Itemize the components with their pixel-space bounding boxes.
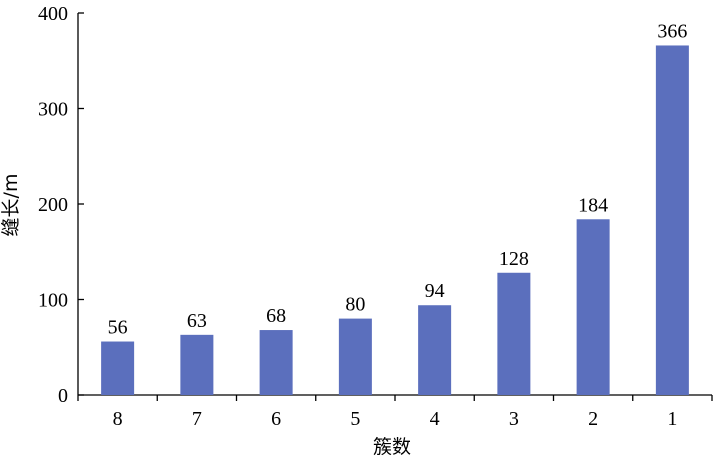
bar bbox=[418, 305, 452, 395]
y-tick-label: 300 bbox=[38, 99, 68, 121]
bar-value-label: 56 bbox=[108, 317, 128, 339]
x-tick-label: 8 bbox=[113, 408, 123, 430]
x-tick-label: 2 bbox=[588, 408, 598, 430]
bar bbox=[655, 45, 689, 395]
y-axis: 0 100 200 300 400 bbox=[38, 3, 84, 407]
bar bbox=[497, 272, 531, 395]
x-axis: 8 7 6 5 4 3 2 1 bbox=[77, 394, 713, 430]
y-tick-label: 0 bbox=[58, 385, 68, 407]
bar bbox=[180, 334, 214, 395]
x-tick-label: 1 bbox=[667, 408, 677, 430]
bar bbox=[338, 318, 372, 395]
x-tick-label: 4 bbox=[430, 408, 440, 430]
y-tick-label: 100 bbox=[38, 290, 68, 312]
bar bbox=[101, 341, 135, 395]
bar-value-label: 184 bbox=[578, 194, 608, 216]
bar bbox=[576, 219, 610, 395]
x-tick-label: 5 bbox=[350, 408, 360, 430]
bar-value-label: 128 bbox=[499, 248, 529, 270]
bar bbox=[259, 330, 293, 395]
x-tick-label: 7 bbox=[192, 408, 202, 430]
x-axis-title: 簇数 bbox=[373, 436, 411, 458]
bar-value-label: 80 bbox=[345, 294, 365, 316]
bar-value-label: 63 bbox=[187, 310, 207, 332]
y-tick-label: 200 bbox=[38, 194, 68, 216]
bar-value-label: 68 bbox=[266, 305, 286, 327]
y-axis-title: 缝长/m bbox=[0, 174, 22, 237]
bar-value-label: 366 bbox=[657, 20, 687, 42]
bars bbox=[101, 45, 689, 395]
bar-value-label: 94 bbox=[425, 280, 445, 302]
data-labels: 56 63 68 80 94 128 184 366 bbox=[108, 20, 688, 338]
y-tick-label: 400 bbox=[38, 3, 68, 25]
x-tick-label: 3 bbox=[509, 408, 519, 430]
x-tick-label: 6 bbox=[271, 408, 281, 430]
